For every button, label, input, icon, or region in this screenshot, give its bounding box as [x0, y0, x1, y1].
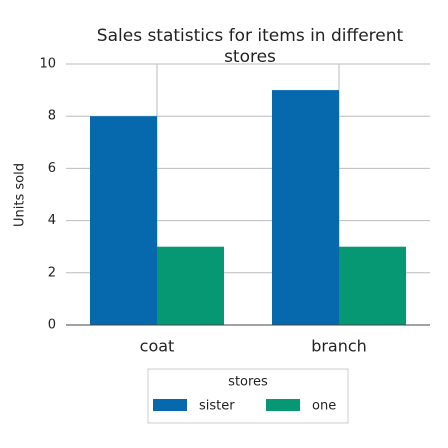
- bar: [90, 116, 157, 325]
- y-tick-label: 10: [39, 57, 56, 72]
- bar: [157, 246, 224, 325]
- legend-swatch: [266, 399, 300, 411]
- legend-swatch: [153, 399, 187, 411]
- y-tick-label: 0: [48, 318, 56, 333]
- legend-label: one: [312, 399, 336, 414]
- legend: [147, 368, 349, 424]
- y-tick-label: 4: [48, 213, 56, 228]
- bar: [272, 90, 339, 325]
- bar: [339, 246, 406, 325]
- x-tick-label: branch: [311, 337, 367, 356]
- x-tick-label: coat: [140, 337, 175, 356]
- chart-title: Sales statistics for items in different s…: [97, 26, 404, 67]
- legend-title: stores: [228, 375, 268, 390]
- y-tick-label: 8: [48, 109, 56, 124]
- y-tick-label: 2: [48, 265, 56, 280]
- y-tick-label: 6: [48, 161, 56, 176]
- legend-label: sister: [199, 399, 235, 414]
- y-axis-label: Units sold: [13, 163, 28, 227]
